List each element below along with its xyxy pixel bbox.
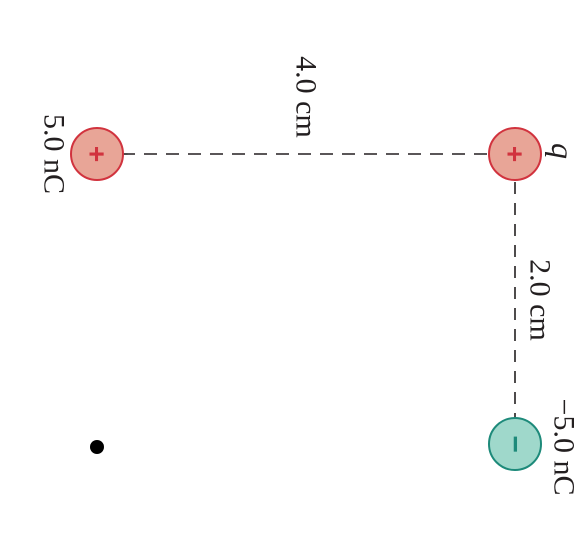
distance-label-horizontal: 4.0 cm xyxy=(290,56,323,138)
distance-label-vertical: 2.0 cm xyxy=(524,259,557,341)
negative-charge: − xyxy=(488,417,542,471)
plus-sign-icon: + xyxy=(500,146,531,162)
positive-charge-left: + xyxy=(70,127,124,181)
point-dot xyxy=(90,440,104,454)
charge-label-q: q xyxy=(545,143,581,159)
positive-charge-q: + xyxy=(488,127,542,181)
plus-sign-icon: + xyxy=(82,146,113,162)
charge-label-left: 5.0 nC xyxy=(38,114,71,194)
charge-label-negative: −5.0 nC xyxy=(548,399,581,496)
minus-sign-icon: − xyxy=(499,435,532,453)
